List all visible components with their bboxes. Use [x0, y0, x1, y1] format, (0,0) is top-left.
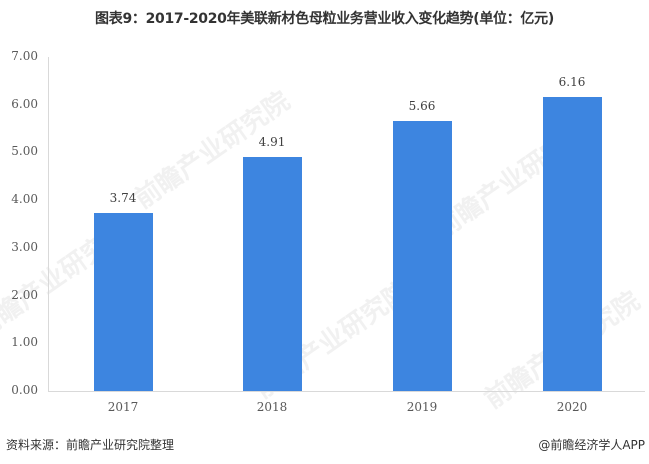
chart-title: 图表9：2017-2020年美联新材色母粒业务营业收入变化趋势(单位：亿元)	[95, 11, 554, 27]
bar-2019	[392, 120, 452, 391]
y-tick-label: 1.00	[11, 335, 38, 350]
y-tick-label: 5.00	[11, 144, 38, 159]
y-tick-label: 0.00	[11, 383, 38, 397]
credit-note: @前瞻经济学人APP	[538, 438, 645, 452]
y-tick-label: 2.00	[11, 287, 38, 302]
y-tick-label: 3.00	[11, 239, 38, 254]
y-tick-label: 6.00	[11, 96, 38, 111]
value-label: 5.66	[408, 98, 436, 113]
value-label: 4.91	[258, 134, 286, 149]
bar-2017	[93, 212, 153, 391]
value-label: 3.74	[109, 190, 137, 205]
y-axis-line	[48, 57, 49, 391]
bar-2018	[242, 156, 302, 391]
x-tick-label: 2017	[107, 400, 139, 414]
value-label: 6.16	[558, 75, 586, 90]
source-note: 资料来源：前瞻产业研究院整理	[6, 438, 175, 452]
y-tick-label: 7.00	[11, 49, 38, 63]
y-tick-label: 4.00	[11, 192, 38, 207]
x-tick-label: 2020	[556, 400, 588, 414]
x-tick-label: 2019	[406, 400, 438, 414]
x-tick-label: 2018	[256, 400, 288, 414]
x-axis-line	[48, 391, 645, 392]
bar-2020	[542, 97, 602, 391]
